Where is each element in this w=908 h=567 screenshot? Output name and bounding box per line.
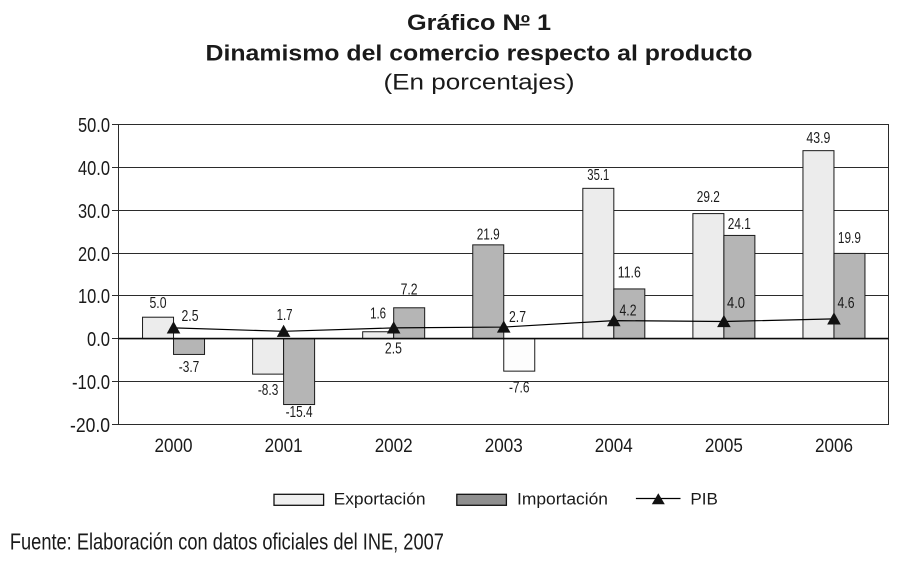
svg-text:1.6: 1.6 [370, 306, 386, 323]
svg-text:2005: 2005 [705, 435, 743, 457]
svg-text:35.1: 35.1 [587, 167, 609, 184]
svg-text:43.9: 43.9 [806, 130, 830, 147]
svg-text:PIB: PIB [690, 490, 718, 509]
svg-text:-8.3: -8.3 [258, 382, 279, 399]
svg-text:2000: 2000 [155, 435, 193, 457]
svg-text:2.5: 2.5 [182, 308, 199, 325]
svg-text:Fuente: Elaboración con datos: Fuente: Elaboración con datos oficiales … [10, 529, 444, 555]
svg-text:29.2: 29.2 [697, 189, 720, 206]
svg-text:Importación: Importación [517, 490, 608, 509]
svg-text:19.9: 19.9 [838, 230, 861, 247]
svg-text:-10.0: -10.0 [72, 372, 110, 394]
svg-text:2001: 2001 [265, 435, 303, 457]
svg-text:2004: 2004 [595, 435, 633, 457]
svg-text:Gráfico Nº 1: Gráfico Nº 1 [407, 10, 551, 35]
svg-text:2003: 2003 [485, 435, 523, 457]
svg-text:0.0: 0.0 [87, 329, 110, 351]
svg-text:-3.7: -3.7 [179, 359, 200, 376]
svg-text:-15.4: -15.4 [286, 404, 313, 421]
svg-text:1.7: 1.7 [277, 307, 293, 324]
svg-text:10.0: 10.0 [78, 286, 110, 308]
svg-text:Dinamismo del comercio respect: Dinamismo del comercio respecto al produ… [206, 41, 753, 66]
svg-text:Exportación: Exportación [334, 490, 426, 509]
svg-text:-7.6: -7.6 [509, 380, 530, 397]
svg-text:2.7: 2.7 [509, 309, 526, 326]
svg-text:40.0: 40.0 [78, 158, 110, 180]
svg-text:11.6: 11.6 [618, 265, 641, 282]
svg-text:30.0: 30.0 [78, 201, 110, 223]
svg-text:(En porcentajes): (En porcentajes) [384, 70, 575, 95]
svg-text:20.0: 20.0 [78, 244, 110, 266]
svg-text:5.0: 5.0 [150, 295, 167, 312]
svg-text:2002: 2002 [375, 435, 413, 457]
svg-text:24.1: 24.1 [728, 216, 751, 233]
svg-text:4.2: 4.2 [620, 302, 637, 319]
svg-text:21.9: 21.9 [477, 227, 500, 244]
svg-text:-20.0: -20.0 [70, 415, 110, 437]
svg-text:7.2: 7.2 [401, 282, 418, 299]
svg-text:50.0: 50.0 [78, 115, 110, 137]
svg-text:4.6: 4.6 [838, 295, 855, 312]
svg-text:2006: 2006 [815, 435, 853, 457]
svg-text:4.0: 4.0 [727, 295, 745, 312]
svg-text:2.5: 2.5 [385, 341, 402, 358]
